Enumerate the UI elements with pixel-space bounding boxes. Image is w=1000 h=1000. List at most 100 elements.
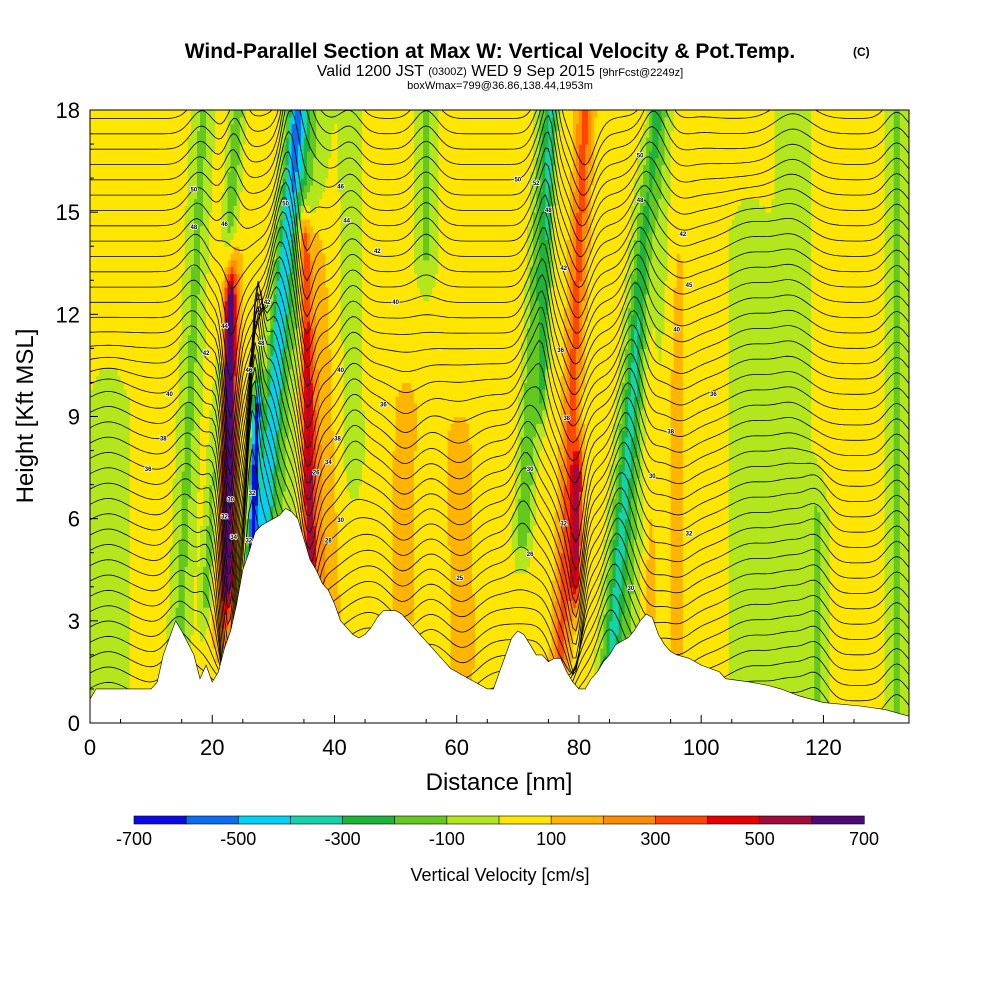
velocity-cell (126, 430, 131, 438)
velocity-cell (169, 470, 174, 479)
velocity-cell (151, 559, 155, 567)
velocity-cell (145, 614, 149, 622)
velocity-cell (105, 198, 109, 206)
velocity-cell (111, 566, 116, 574)
velocity-cell (108, 675, 112, 683)
velocity-cell (163, 491, 167, 499)
velocity-cell (160, 116, 164, 125)
velocity-cell (99, 566, 103, 574)
velocity-cell (138, 300, 143, 309)
velocity-cell (96, 498, 100, 506)
velocity-cell (145, 198, 149, 206)
velocity-cell (111, 205, 116, 213)
velocity-cell (123, 164, 128, 172)
velocity-cell (126, 266, 131, 275)
velocity-cell (148, 327, 152, 336)
velocity-cell (123, 402, 128, 411)
velocity-cell (123, 477, 128, 486)
velocity-cell (129, 464, 134, 472)
velocity-cell (138, 620, 143, 629)
velocity-cell (99, 110, 103, 111)
velocity-cell (108, 409, 112, 418)
velocity-cell (145, 171, 149, 179)
velocity-cell (90, 266, 94, 275)
velocity-cell (96, 396, 100, 404)
velocity-cell (145, 443, 149, 452)
velocity-cell (111, 382, 116, 390)
velocity-cell (102, 184, 106, 193)
velocity-cell (108, 137, 112, 145)
velocity-cell (99, 321, 103, 329)
velocity-cell (102, 246, 106, 254)
velocity-cell (160, 246, 164, 254)
velocity-cell (135, 654, 140, 663)
velocity-cell (105, 205, 109, 213)
velocity-cell (111, 668, 116, 676)
velocity-cell (129, 362, 134, 370)
velocity-cell (132, 430, 137, 438)
velocity-cell (160, 443, 164, 452)
velocity-cell (132, 620, 137, 629)
velocity-cell (114, 157, 119, 166)
velocity-cell (96, 661, 100, 670)
velocity-cell (157, 314, 161, 322)
velocity-cell (120, 212, 125, 220)
velocity-cell (172, 150, 177, 159)
velocity-cell (123, 416, 128, 424)
velocity-cell (169, 368, 174, 377)
velocity-cell (129, 627, 134, 636)
velocity-cell (172, 273, 177, 281)
velocity-cell (145, 545, 149, 554)
velocity-cell (108, 552, 112, 561)
velocity-cell (166, 566, 171, 574)
velocity-cell (160, 382, 164, 390)
velocity-cell (163, 409, 167, 418)
velocity-cell (114, 457, 119, 465)
velocity-cell (151, 409, 155, 418)
velocity-cell (154, 518, 158, 527)
velocity-cell (132, 409, 137, 418)
velocity-cell (160, 470, 164, 479)
velocity-cell (129, 368, 134, 377)
velocity-cell (154, 266, 158, 275)
velocity-cell (117, 559, 122, 567)
velocity-cell (123, 178, 128, 186)
velocity-cell (123, 470, 128, 479)
velocity-cell (111, 116, 116, 125)
velocity-cell (111, 443, 116, 452)
velocity-cell (148, 137, 152, 145)
velocity-cell (99, 484, 103, 493)
velocity-cell (148, 232, 152, 241)
velocity-cell (90, 362, 94, 370)
velocity-cell (163, 368, 167, 377)
velocity-cell (157, 450, 161, 458)
velocity-cell (93, 280, 97, 288)
velocity-cell (111, 607, 116, 615)
velocity-cell (172, 110, 177, 111)
velocity-cell (93, 218, 97, 227)
velocity-cell (145, 321, 149, 329)
velocity-cell (108, 484, 112, 493)
velocity-cell (123, 450, 128, 458)
velocity-cell (166, 307, 171, 315)
velocity-cell (157, 280, 161, 288)
velocity-cell (138, 409, 143, 418)
velocity-cell (163, 300, 167, 309)
velocity-cell (96, 436, 100, 445)
velocity-cell (102, 368, 106, 377)
velocity-cell (148, 307, 152, 315)
velocity-cell (151, 293, 155, 302)
velocity-cell (114, 409, 119, 418)
velocity-cell (129, 300, 134, 309)
velocity-cell (160, 396, 164, 404)
velocity-cell (126, 375, 131, 384)
velocity-cell (135, 600, 140, 608)
velocity-cell (90, 396, 94, 404)
velocity-cell (141, 184, 146, 193)
velocity-cell (102, 144, 106, 152)
velocity-cell (135, 362, 140, 370)
velocity-cell (117, 239, 122, 247)
velocity-cell (114, 178, 119, 186)
velocity-cell (132, 470, 137, 479)
